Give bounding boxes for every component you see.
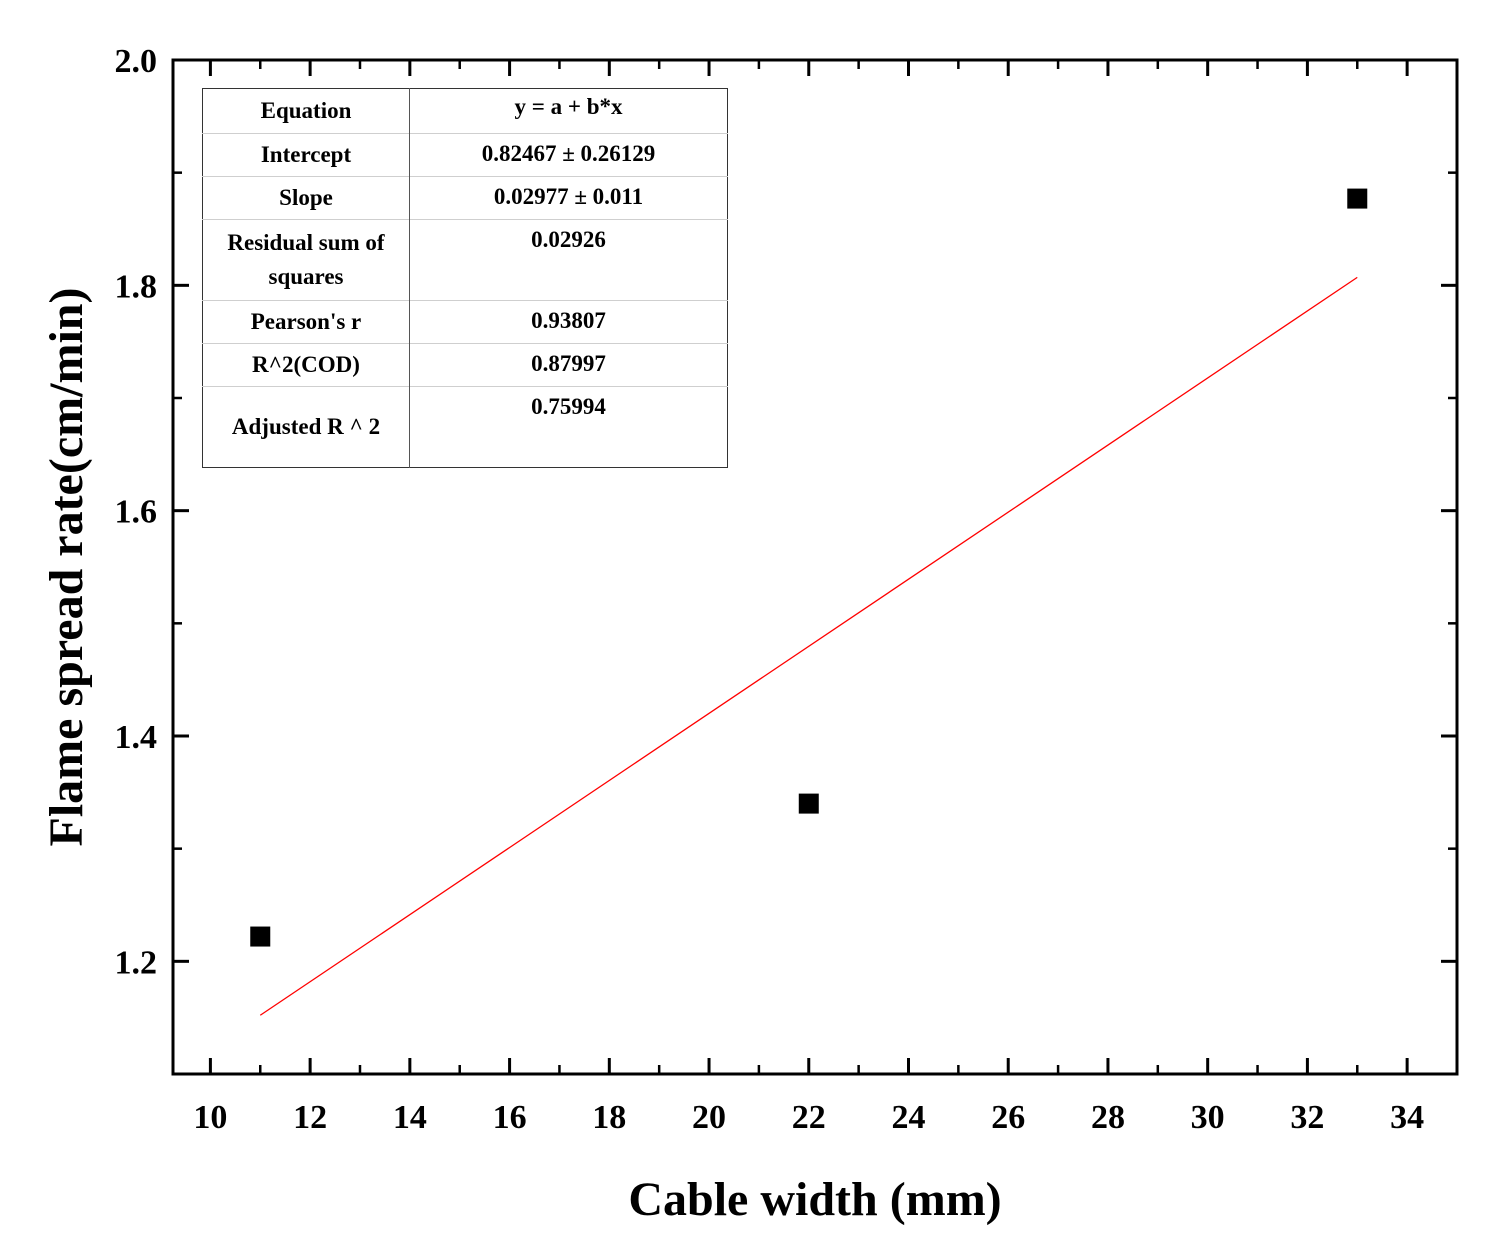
y-tick-label: 1.6	[115, 494, 158, 531]
plot-frame	[171, 58, 1459, 1076]
table-key: Residual sum of squares	[202, 219, 410, 301]
table-row: Slope 0.02977 ± 0.011	[202, 176, 728, 220]
table-key: Intercept	[202, 133, 410, 177]
y-tick-label: 1.2	[115, 944, 158, 981]
data-points	[250, 188, 1368, 947]
table-key: Slope	[202, 176, 410, 220]
table-row: Equation y = a + b*x	[202, 88, 728, 134]
table-value: 0.02977 ± 0.011	[409, 176, 728, 220]
table-value: 0.82467 ± 0.26129	[409, 133, 728, 177]
x-tick-label: 20	[692, 1099, 726, 1136]
x-tick-label: 18	[592, 1099, 626, 1136]
table-value: y = a + b*x	[514, 94, 623, 119]
x-tick-label: 34	[1390, 1099, 1424, 1136]
y-axis-title: Flame spread rate(cm/min)	[40, 288, 93, 847]
table-row: Adjusted R ^ 2 0.75994	[202, 386, 728, 468]
x-tick-label: 26	[991, 1099, 1025, 1136]
x-tick-label: 28	[1091, 1099, 1125, 1136]
fit-line	[259, 276, 1358, 1016]
x-tick-label: 16	[493, 1099, 527, 1136]
x-tick-label: 12	[293, 1099, 327, 1136]
x-tick-labels: 10 12 14 16 18 20 22 24 26 28 30 32 34	[193, 1099, 1424, 1136]
y-tick-label: 1.8	[115, 268, 158, 305]
table-value: 0.02926	[409, 219, 728, 301]
data-point	[250, 926, 271, 947]
table-key: R^2(COD)	[202, 343, 410, 387]
table-row: Intercept 0.82467 ± 0.26129	[202, 133, 728, 177]
y-tick-label: 2.0	[115, 43, 158, 80]
x-tick-label: 14	[393, 1099, 427, 1136]
data-point	[1347, 188, 1368, 209]
fit-results-table: Equation y = a + b*x Intercept 0.82467 ±…	[202, 88, 728, 468]
x-tick-label: 32	[1290, 1099, 1324, 1136]
x-tick-label: 22	[792, 1099, 826, 1136]
table-row: Residual sum of squares 0.02926	[202, 219, 728, 301]
table-value: 0.87997	[409, 343, 728, 387]
x-tick-label: 30	[1191, 1099, 1225, 1136]
x-tick-label: 10	[193, 1099, 227, 1136]
fit-line-layer	[259, 276, 1358, 1016]
table-key: Adjusted R ^ 2	[202, 386, 410, 468]
x-axis-title: Cable width (mm)	[628, 1173, 1001, 1226]
table-key: Equation	[202, 88, 410, 134]
table-value: 0.93807	[409, 300, 728, 344]
table-row: R^2(COD) 0.87997	[202, 343, 728, 387]
table-value: 0.75994	[409, 386, 728, 468]
y-tick-labels: 1.2 1.4 1.6 1.8 2.0	[115, 43, 158, 981]
table-row: Pearson's r 0.93807	[202, 300, 728, 344]
table-key: Pearson's r	[202, 300, 410, 344]
data-point	[798, 793, 819, 814]
x-tick-label: 24	[891, 1099, 925, 1136]
y-tick-label: 1.4	[115, 719, 158, 756]
